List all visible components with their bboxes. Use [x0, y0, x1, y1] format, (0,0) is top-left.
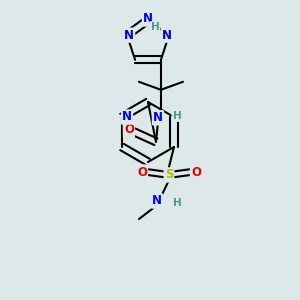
Text: N: N [152, 194, 162, 208]
Text: S: S [165, 169, 173, 182]
Text: O: O [137, 166, 147, 178]
Text: O: O [124, 123, 134, 136]
Text: N: N [153, 111, 163, 124]
Text: H: H [172, 198, 182, 208]
Text: O: O [191, 166, 201, 178]
Text: H: H [151, 22, 159, 32]
Text: H: H [172, 111, 181, 121]
Text: N: N [143, 13, 153, 26]
Text: N: N [122, 110, 132, 124]
Text: N: N [162, 29, 172, 42]
Text: N: N [124, 29, 134, 42]
